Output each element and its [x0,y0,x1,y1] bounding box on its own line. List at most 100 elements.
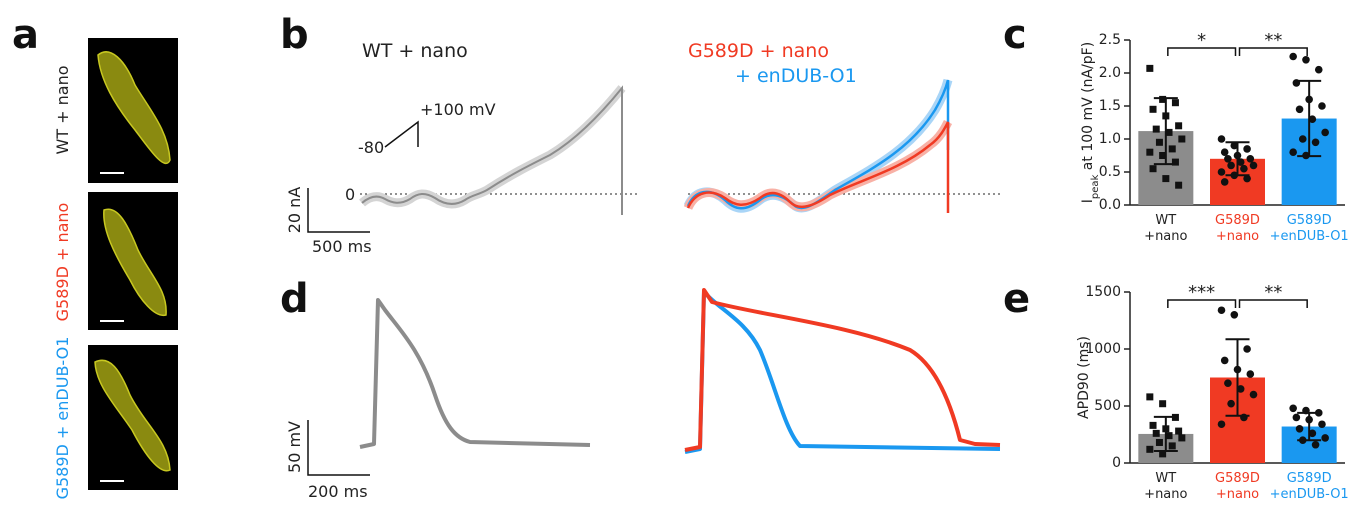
scale-label: 20 nA [285,187,304,234]
data-point [1227,400,1235,408]
data-point [1169,442,1176,449]
y-tick-label: 1.0 [1099,131,1121,147]
y-tick-label: 0.0 [1099,197,1121,213]
data-point [1156,139,1163,146]
data-point [1146,149,1153,156]
data-point [1231,311,1239,319]
y-tick-label: 1500 [1085,284,1121,300]
data-point [1175,122,1182,129]
x-tick-label: G589D +enDUB-O1 [1264,471,1354,503]
data-point [1218,168,1226,176]
y-label-part: peak [1090,174,1101,199]
trace-title: WT + nano [362,40,468,62]
trace [685,292,1000,452]
data-point [1221,178,1229,186]
data-point [1172,99,1179,106]
trace-band [688,80,948,208]
data-point [1150,422,1157,429]
y-tick-label: 0 [1112,455,1121,471]
data-point [1178,136,1185,143]
data-point [1218,306,1226,314]
data-point [1227,162,1235,170]
data-point [1153,430,1160,437]
data-point [1146,393,1153,400]
data-point [1150,106,1157,113]
cell-images [88,38,178,490]
data-point [1318,420,1326,428]
data-point [1296,425,1304,433]
data-point [1243,345,1251,353]
data-point [1293,414,1301,422]
data-point [1302,56,1310,64]
scale-label: 500 ms [312,237,372,256]
data-point [1169,145,1176,152]
data-point [1146,446,1153,453]
scale-label: 50 mV [285,421,304,473]
data-point [1224,379,1232,387]
data-point [1150,165,1157,172]
y-tick-label: 2.5 [1099,32,1121,48]
figure-canvas: a WT + nano G589D + nano G589D + enDUB-O… [0,0,1360,508]
data-point [1321,434,1329,442]
data-point [1312,139,1320,147]
data-point [1218,135,1226,143]
zero-label: 0 [345,185,355,204]
trace-title: + enDUB-O1 [735,65,857,87]
data-point [1296,106,1304,114]
data-point [1162,175,1169,182]
data-point [1312,441,1320,449]
significance-label: ** [1264,282,1282,303]
data-point [1240,165,1248,173]
panel-label: a [12,12,39,58]
data-point [1289,53,1297,61]
data-point [1315,66,1323,74]
significance-label: * [1197,30,1206,51]
data-point [1224,155,1232,163]
protocol [385,122,418,147]
y-tick-label: 0.5 [1099,164,1121,180]
row-label: G589D + nano [53,203,72,322]
data-point [1175,182,1182,189]
y-axis-label: Ipeak at 100 mV (nA/pF) [1080,42,1101,203]
y-label-part: at 100 mV (nA/pF) [1080,42,1096,175]
figure: a WT + nano G589D + nano G589D + enDUB-O… [0,0,1360,508]
data-point [1318,102,1326,110]
panel-label: c [1003,12,1027,58]
significance-label: ** [1264,30,1282,51]
y-axis-label: APD90 (ms) [1076,336,1092,419]
row-label: G589D + enDUB-O1 [53,337,72,500]
data-point [1159,400,1166,407]
y-tick-label: 2.0 [1099,65,1121,81]
panel-label: b [280,12,309,58]
data-point [1247,155,1255,163]
data-point [1221,148,1229,156]
data-point [1289,404,1297,412]
protocol-label: -80 [358,138,384,157]
data-point [1153,126,1160,133]
data-point [1250,391,1258,399]
data-point [1146,65,1153,72]
panel-label: e [1003,276,1030,322]
data-point [1221,357,1229,365]
y-label-part: APD90 (ms) [1076,336,1092,419]
data-point [1175,428,1182,435]
ap-traces [360,290,1000,452]
scale-label: 200 ms [308,482,368,501]
data-point [1321,129,1329,137]
data-point [1247,370,1255,378]
data-point [1156,439,1163,446]
trace-title: G589D + nano [688,40,829,62]
row-label: WT + nano [53,65,72,154]
y-tick-label: 500 [1094,398,1121,414]
data-point [1250,162,1258,170]
data-point [1289,148,1297,156]
protocol-label: +100 mV [420,100,496,119]
x-tick-label: G589D +enDUB-O1 [1264,213,1354,245]
y-tick-label: 1.5 [1099,98,1121,114]
significance-label: *** [1188,282,1215,303]
scale-bar [308,188,370,232]
data-point [1178,434,1185,441]
panel-label: d [280,276,309,322]
data-point [1218,420,1226,428]
data-point [1243,145,1251,153]
